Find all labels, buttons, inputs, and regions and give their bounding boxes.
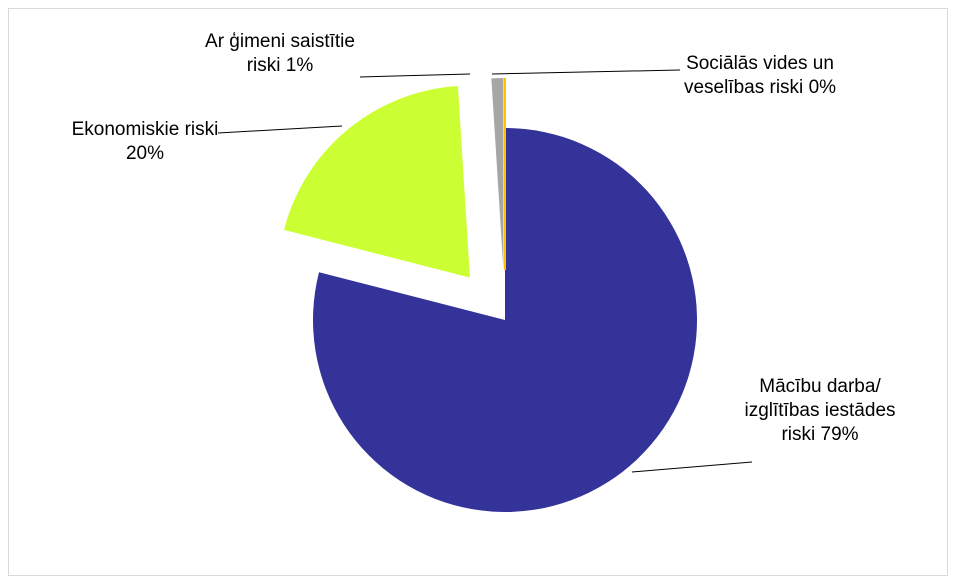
value-label: 79% — [820, 424, 859, 445]
pie-slice — [313, 128, 698, 512]
leader-line — [217, 125, 343, 134]
leader-line — [359, 73, 471, 78]
slice-label: Ar ģimeni saistītie riski 1% — [190, 30, 370, 78]
value-label: 20% — [125, 143, 165, 164]
slice-label: Ekonomiskie riski 20% — [60, 118, 230, 166]
leader-line — [631, 461, 753, 473]
chart-frame — [8, 8, 948, 576]
slice-label: Sociālās vides un veselības riski 0% — [660, 52, 860, 100]
slice-label: Mācību darba/ izglītības iestādes riski … — [735, 375, 905, 447]
category-label: Ar ģimeni saistītie riski — [205, 31, 355, 76]
pie-slice — [283, 86, 470, 278]
category-label: Sociālās vides un veselības riski — [683, 53, 834, 98]
category-label: Mācību darba/ izglītības iestādes riski — [744, 376, 896, 445]
leader-line — [491, 69, 681, 75]
pie-slice — [491, 78, 504, 271]
value-label: 0% — [808, 77, 837, 98]
category-label: Ekonomiskie riski — [71, 119, 219, 140]
value-label: 1% — [285, 55, 314, 76]
